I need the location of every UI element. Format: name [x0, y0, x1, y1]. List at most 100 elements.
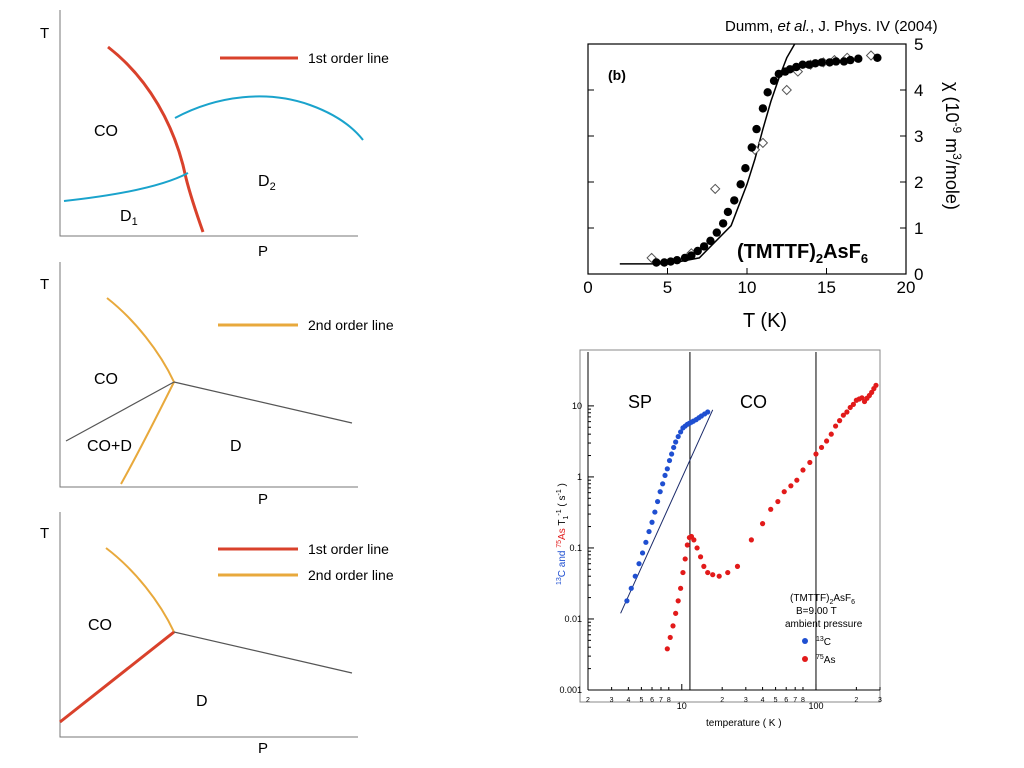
nmr-13c-point	[669, 451, 675, 457]
chi-x-tick-label: 20	[897, 278, 916, 297]
nmr-75as-point	[840, 412, 846, 418]
nmr-75as-point	[680, 569, 686, 576]
chi-x-tick-label: 10	[738, 278, 757, 297]
phase-3-second-order-line	[105, 547, 175, 633]
nmr-fit-line	[620, 409, 714, 614]
phase-1-region-d2: D2	[258, 173, 276, 193]
nmr-y-tick-label: 0.001	[559, 685, 582, 695]
chi-compound-label: (TMTTF)2AsF6	[737, 241, 868, 266]
chi-circle-point	[774, 69, 783, 79]
nmr-x-axis-label: temperature ( K )	[706, 718, 782, 729]
phase-1-crossover-lower	[63, 172, 189, 202]
chi-circle-point	[763, 88, 772, 97]
chi-circle-point	[825, 58, 834, 67]
nmr-75as-point	[781, 489, 787, 495]
chi-circle-point	[811, 59, 820, 68]
nmr-phase-boundaries	[689, 352, 817, 690]
nmr-x-minor-label: 4	[626, 697, 630, 704]
phase-2-xlabel: P	[258, 491, 268, 508]
phase-1-crossover-upper	[174, 95, 364, 141]
nmr-13c-point	[657, 489, 663, 495]
phase-2-axes	[59, 262, 358, 488]
nmr-75as-point	[850, 401, 856, 407]
nmr-75as-point	[824, 438, 830, 444]
phase-diagram-3: T P 1st order line 2nd order line CO D	[40, 512, 394, 757]
nmr-phase-label-co: CO	[740, 392, 767, 412]
nmr-75as-point	[684, 542, 690, 548]
nmr-x-minor-label: 8	[667, 697, 671, 704]
nmr-y-axis-label: 13C and 75As T1-1 ( s-1 )	[556, 483, 570, 585]
nmr-phase-label-sp: SP	[628, 392, 652, 412]
chi-plot-frame	[587, 43, 907, 275]
nmr-75as-point	[813, 451, 819, 457]
chi-circle-point	[758, 104, 768, 113]
nmr-75as-point	[694, 545, 700, 551]
phase-3-ylabel: T	[40, 525, 49, 542]
chi-y-tick-label: 0	[914, 265, 923, 284]
chi-circle-point	[693, 246, 702, 256]
nmr-75as-point	[759, 521, 766, 527]
nmr-75as-point	[697, 554, 704, 560]
phase-1-ylabel: T	[40, 25, 49, 42]
citation: Dumm, et al., J. Phys. IV (2004)	[725, 18, 938, 35]
nmr-75as-point	[734, 563, 741, 569]
nmr-75as-point	[844, 409, 850, 415]
nmr-75as-point	[682, 556, 688, 562]
chi-y-axis-label: χ (10-9 m3/mole)	[942, 82, 964, 210]
phase-diagram-2: T P 2nd order line CO CO+D D	[40, 262, 394, 508]
phase-2-ylabel: T	[40, 276, 49, 293]
phase-2-region-co: CO	[94, 371, 118, 388]
nmr-75as-point	[701, 563, 707, 569]
nmr-legend-75as-marker	[802, 656, 808, 662]
nmr-75as-point	[828, 431, 834, 437]
phase-2-line-right	[173, 381, 353, 424]
chi-y-ticks: 0 1 2 3 4 5	[588, 35, 923, 284]
phase-2-second-order-upper	[106, 297, 175, 383]
chi-x-tick-label: 0	[583, 278, 592, 297]
chi-x-tick-label: 5	[663, 278, 672, 297]
nmr-75as-point	[794, 477, 800, 483]
chi-x-axis-label: T (K)	[743, 310, 787, 332]
chi-y-tick-label: 2	[914, 173, 923, 192]
nmr-x-major-label: 100	[808, 701, 823, 711]
chi-filled-circle-series	[652, 53, 882, 267]
chi-y-tick-label: 1	[914, 219, 923, 238]
nmr-75as-point	[818, 444, 825, 451]
phase-3-xlabel: P	[258, 740, 268, 757]
nmr-75as-point	[691, 537, 697, 543]
nmr-13c-point	[632, 573, 638, 579]
nmr-75as-point	[768, 506, 774, 512]
chi-x-ticks: 0 5 10 15 20	[583, 268, 915, 297]
chi-circle-point	[798, 60, 807, 69]
nmr-y-tick-label: 0.01	[564, 614, 582, 624]
chi-circle-point	[769, 76, 779, 86]
chi-circle-point	[687, 251, 696, 260]
nmr-x-major-label: 10	[677, 701, 687, 711]
chi-circle-point	[752, 124, 761, 134]
chi-diamond-point	[781, 84, 792, 96]
nmr-75as-point	[832, 423, 839, 429]
chi-x-tick-label: 15	[817, 278, 836, 297]
nmr-x-minor-label: 3	[610, 697, 614, 704]
nmr-legend-field: B=9.00 T	[796, 606, 837, 617]
nmr-13c-point	[628, 585, 634, 591]
chi-circle-point	[699, 242, 709, 251]
nmr-75as-point	[705, 569, 711, 576]
nmr-x-minor-label: 2	[720, 697, 724, 704]
nmr-x-minor-label: 6	[784, 697, 788, 704]
nmr-13c-point	[639, 550, 646, 556]
nmr-x-minor-label: 5	[774, 697, 778, 704]
nmr-x-minor-label: 2	[854, 697, 858, 704]
nmr-75as-point	[725, 569, 731, 576]
phase-2-legend-label: 2nd order line	[308, 317, 394, 333]
chi-circle-point	[660, 258, 669, 267]
nmr-13c-point	[666, 457, 673, 464]
phase-diagram-1: T P 1st order line CO D1 D2	[40, 10, 389, 260]
nmr-13c-point	[675, 433, 681, 440]
phase-1-region-d1: D1	[120, 208, 138, 228]
chi-circle-point	[792, 62, 801, 72]
nmr-13c-point	[654, 498, 661, 505]
nmr-x-minor-label: 8	[801, 697, 805, 704]
nmr-75as-point	[807, 459, 813, 466]
